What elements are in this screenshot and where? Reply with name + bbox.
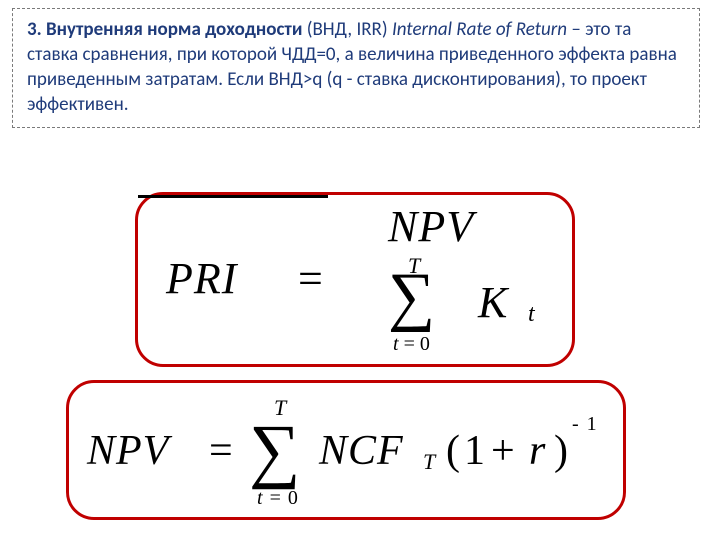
f2-sum-lower: t = 0	[257, 487, 298, 510]
f1-num: NPV	[388, 201, 474, 252]
f2-ncf: NCF	[319, 427, 404, 475]
f1-K-sub: t	[528, 301, 535, 328]
f1-sum-lower: t = 0	[393, 333, 430, 356]
formula-npv-box: NPV = T ∑ t = 0 NCF T ( 1 + r ) - 1	[66, 380, 626, 520]
f1-lower-eq: =	[404, 333, 415, 355]
f2-lower-eq: =	[270, 487, 281, 509]
formula-pri-box: PRI = NPV T ∑ t = 0 K t	[135, 192, 575, 367]
f1-lower-var: t	[393, 333, 399, 355]
f2-exp-one: 1	[587, 413, 597, 435]
f2-r: r	[529, 427, 545, 475]
f2-exponent: - 1	[572, 413, 597, 436]
f2-eq: =	[209, 427, 233, 475]
f1-K: K	[478, 277, 507, 328]
f2-plus: +	[491, 427, 515, 475]
f2-lower-var: t	[257, 487, 263, 509]
f1-lhs: PRI	[166, 253, 237, 304]
f2-ncf-sub: T	[423, 449, 435, 475]
f1-sigma: ∑	[388, 259, 435, 335]
definition-box: 3. Внутренняя норма доходности (ВНД, IRR…	[12, 8, 700, 128]
definition-title: 3. Внутренняя норма доходности	[27, 18, 302, 41]
f2-exp-minus: -	[572, 413, 579, 435]
f2-rparen: )	[554, 427, 568, 475]
f1-eq: =	[298, 253, 323, 304]
definition-italic: Internal Rate of Return	[392, 18, 567, 41]
f2-one: 1	[464, 427, 485, 475]
f2-lparen: (	[446, 427, 460, 475]
f2-lower-val: 0	[288, 487, 298, 509]
f2-sigma: ∑	[249, 409, 300, 492]
definition-paren: (ВНД, IRR)	[302, 18, 392, 41]
f1-fraction-bar	[138, 195, 328, 198]
f2-lhs: NPV	[87, 427, 169, 475]
f1-lower-val: 0	[420, 333, 430, 355]
